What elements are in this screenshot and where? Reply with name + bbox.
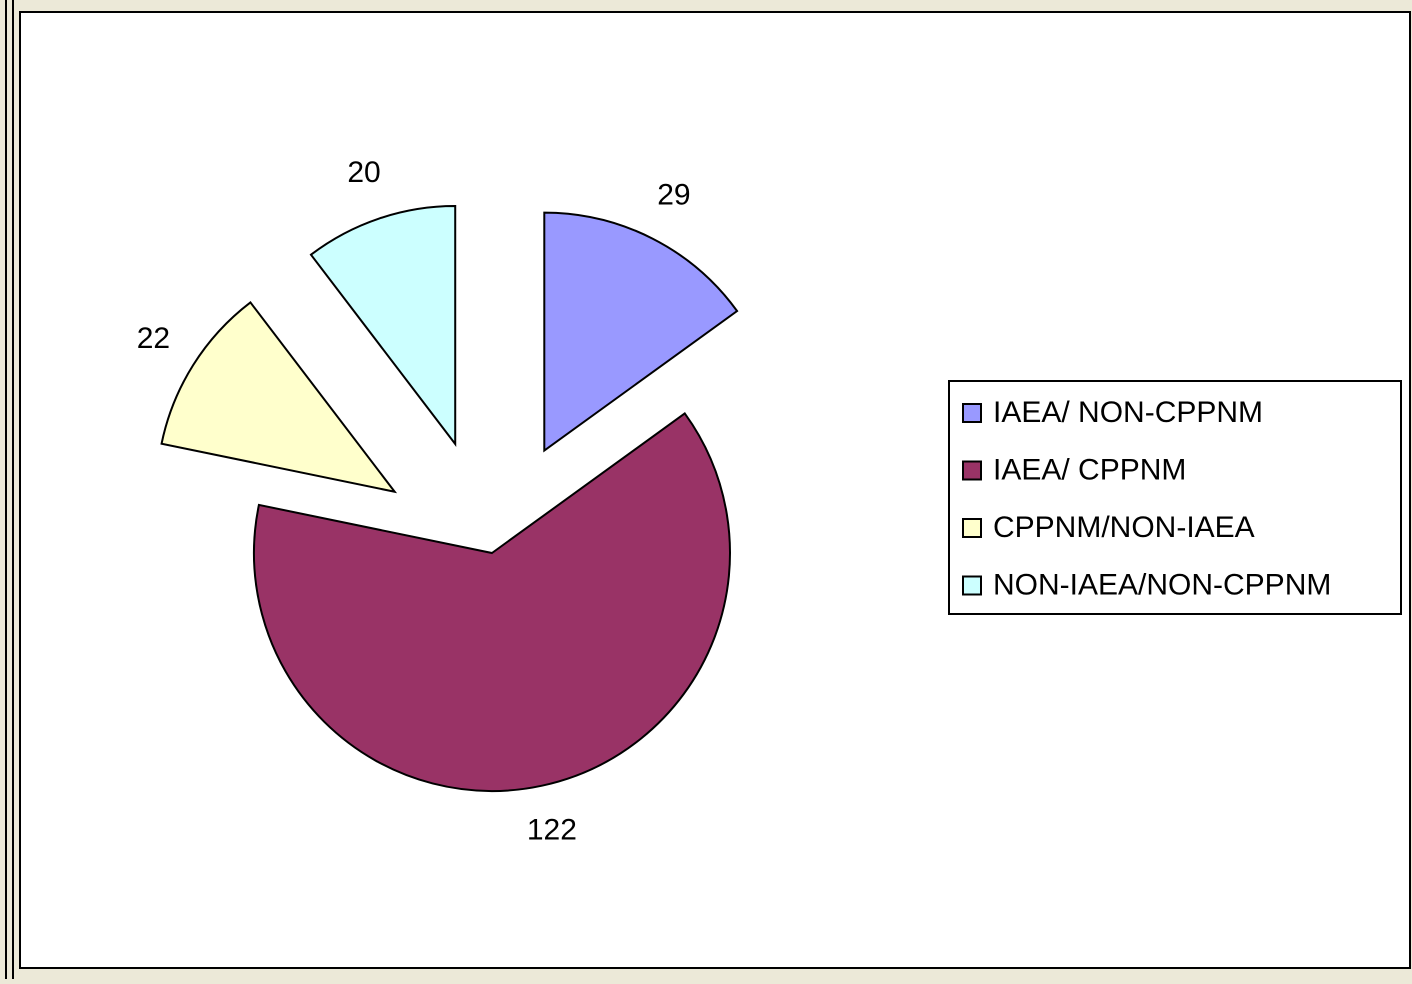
legend-swatch <box>962 575 982 596</box>
legend-swatch <box>962 460 982 481</box>
legend-label: IAEA/ CPPNM <box>993 453 1186 486</box>
legend <box>948 380 1402 615</box>
pie-slice <box>543 211 739 453</box>
data-label: 22 <box>137 322 170 355</box>
legend-label: CPPNM/NON-IAEA <box>993 511 1255 544</box>
legend-swatch <box>962 518 982 538</box>
data-label: 20 <box>347 156 380 189</box>
pie-slice <box>160 301 398 494</box>
legend-label: NON-IAEA/NON-CPPNM <box>993 568 1331 601</box>
data-label: 122 <box>527 814 577 847</box>
pie-slice <box>309 205 457 448</box>
data-label: 29 <box>657 179 690 212</box>
legend-swatch <box>962 403 982 423</box>
legend-label: IAEA/ NON-CPPNM <box>993 396 1263 429</box>
pie-slice <box>253 412 731 792</box>
